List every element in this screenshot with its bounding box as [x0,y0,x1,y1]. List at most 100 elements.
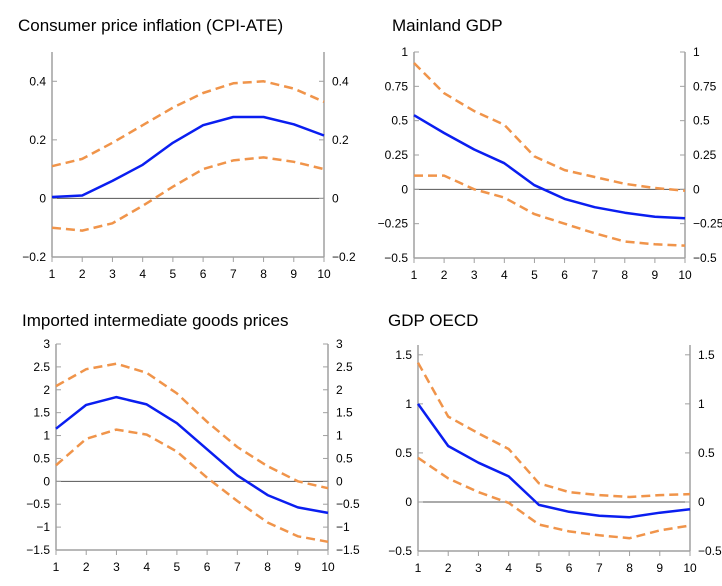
y-tick-label-left: −0.5 [384,251,408,265]
y-tick-label-left: 0.5 [391,114,408,128]
chart-title-cpi: Consumer price inflation (CPI-ATE) [18,16,284,35]
y-tick-label-left: −1 [36,520,50,534]
y-tick-label-left: 2 [43,383,50,397]
x-tick-label: 4 [139,267,146,281]
x-tick-label: 7 [230,267,237,281]
y-tick-label-left: −0.5 [388,544,412,558]
y-tick-label-right: 0 [698,495,705,509]
y-tick-label-left: 0.4 [29,74,46,88]
x-tick-label: 2 [83,560,90,574]
y-tick-label-left: 0.5 [395,446,412,460]
x-tick-label: 8 [264,560,271,574]
x-tick-label: 2 [441,268,448,282]
y-tick-label-right: 0 [332,191,339,205]
y-tick-label-right: −1 [336,520,350,534]
y-tick-label-left: 0.75 [385,79,409,93]
y-tick-label-left: 0.25 [385,148,409,162]
x-tick-label: 7 [596,561,603,575]
x-tick-label: 1 [415,561,422,575]
x-tick-label: 6 [204,560,211,574]
x-tick-label: 5 [531,268,538,282]
x-tick-label: 10 [317,267,331,281]
series-line-upper-band [413,62,686,192]
y-tick-label-right: −0.25 [693,217,722,231]
y-tick-label-right: 2 [336,383,343,397]
y-tick-label-left: −0.25 [378,217,409,231]
y-tick-label-right: 0.5 [336,451,353,465]
y-tick-label-right: −0.2 [332,250,356,264]
y-tick-label-left: 2.5 [33,360,50,374]
x-tick-label: 10 [683,561,697,575]
x-tick-label: 5 [536,561,543,575]
x-tick-label: 9 [294,560,301,574]
chart-title-gdp-oecd: GDP OECD [388,311,479,330]
series-line-lower-band [414,174,686,247]
series-line-upper-band [416,362,691,499]
y-tick-label-left: 1 [401,45,408,59]
x-tick-label: 10 [321,560,335,574]
y-tick-label-left: 3 [43,337,50,351]
y-tick-label-left: −0.2 [22,250,46,264]
series-line-central [413,114,686,220]
series-line-central [51,115,325,199]
y-tick-label-left: 0 [405,495,412,509]
x-tick-label: 8 [626,561,633,575]
y-tick-label-left: 0 [401,182,408,196]
y-tick-label-left: −1.5 [26,543,50,557]
y-tick-label-left: 0.5 [33,451,50,465]
y-tick-label-right: 1.5 [698,348,715,362]
x-tick-label: 1 [49,267,56,281]
y-tick-label-right: 0.5 [698,446,715,460]
y-tick-label-left: 0.2 [29,133,46,147]
y-tick-label-left: 1.5 [395,348,412,362]
y-tick-label-left: 0 [43,474,50,488]
y-tick-label-left: 1.5 [33,406,50,420]
x-tick-label: 5 [174,560,181,574]
x-tick-label: 6 [200,267,207,281]
x-tick-label: 9 [656,561,663,575]
series-line-upper-band [51,80,325,168]
series-line-lower-band [55,428,329,544]
x-tick-label: 1 [411,268,418,282]
x-tick-label: 10 [678,268,692,282]
y-tick-label-right: 0 [336,474,343,488]
x-tick-label: 9 [290,267,297,281]
x-tick-label: 2 [445,561,452,575]
x-tick-label: 3 [109,267,116,281]
x-tick-label: 9 [652,268,659,282]
x-tick-label: 8 [621,268,628,282]
y-tick-label-right: 1 [336,429,343,443]
x-tick-label: 3 [475,561,482,575]
x-tick-label: 1 [53,560,60,574]
y-tick-label-right: −0.5 [336,497,360,511]
x-tick-label: 4 [143,560,150,574]
y-tick-label-left: 0 [39,191,46,205]
x-tick-label: 4 [505,561,512,575]
y-tick-label-right: 0 [693,182,700,196]
y-tick-label-right: 1.5 [336,406,353,420]
x-tick-label: 7 [591,268,598,282]
y-tick-label-right: −0.5 [693,251,717,265]
y-tick-label-right: −0.5 [698,544,722,558]
y-tick-label-right: −1.5 [336,543,360,557]
y-tick-label-right: 3 [336,337,343,351]
y-tick-label-left: 1 [43,429,50,443]
series-line-lower-band [417,456,691,540]
x-tick-label: 8 [260,267,267,281]
series-line-upper-band [55,362,329,490]
y-tick-label-right: 0.5 [693,114,710,128]
x-tick-label: 5 [170,267,177,281]
chart-title-mainland-gdp: Mainland GDP [392,16,503,35]
x-tick-label: 6 [566,561,573,575]
series-line-central [416,403,691,519]
y-tick-label-right: 2.5 [336,360,353,374]
y-tick-label-right: 1 [693,45,700,59]
y-tick-label-right: 0.4 [332,74,349,88]
chart-title-imported-prices: Imported intermediate goods prices [22,311,289,330]
y-tick-label-right: 0.75 [693,79,717,93]
x-tick-label: 6 [561,268,568,282]
y-tick-label-left: 1 [405,397,412,411]
y-tick-label-right: 0.25 [693,148,717,162]
series-line-central [55,395,329,515]
